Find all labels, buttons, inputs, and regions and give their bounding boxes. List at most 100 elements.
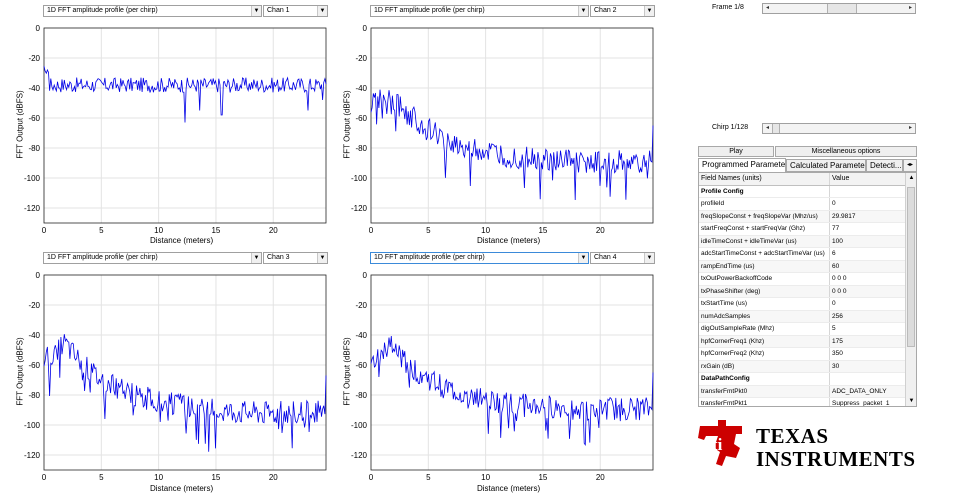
frame-slider[interactable]: ◂ ▸ xyxy=(762,3,916,14)
channel-dropdown-4[interactable]: Chan 4 ▼ xyxy=(590,252,655,264)
chevron-right-icon[interactable]: ▸ xyxy=(908,125,912,131)
field-value-cell: 256 xyxy=(829,310,907,323)
x-tick-label: 20 xyxy=(596,473,605,482)
table-section-row[interactable]: DataPathConfig xyxy=(699,372,907,386)
header-field-names: Field Names (units) xyxy=(699,173,830,186)
fft-trace-line xyxy=(370,89,654,201)
field-name-cell: numAdcSamples xyxy=(699,310,830,323)
ti-chip-icon: ti xyxy=(698,420,742,466)
table-row[interactable]: txStartTime (us) 0 xyxy=(699,297,907,311)
y-tick-label: 0 xyxy=(363,24,368,33)
field-value-cell xyxy=(829,372,907,386)
x-tick-label: 0 xyxy=(42,226,47,235)
field-name-cell: txPhaseShifter (deg) xyxy=(699,285,830,298)
field-name-cell: txStartTime (us) xyxy=(699,297,830,311)
plot-frame xyxy=(43,27,327,224)
table-scrollbar[interactable]: ▲ ▼ xyxy=(905,173,916,406)
field-name-cell: digOutSampleRate (Mhz) xyxy=(699,322,830,336)
y-tick-label: -100 xyxy=(24,421,41,430)
channel-dropdown-1[interactable]: Chan 1 ▼ xyxy=(263,5,328,17)
profile-dropdown-1[interactable]: 1D FFT amplitude profile (per chirp) ▼ xyxy=(43,5,262,17)
profile-dropdown-2[interactable]: 1D FFT amplitude profile (per chirp) ▼ xyxy=(370,5,589,17)
x-tick-label: 20 xyxy=(269,473,278,482)
field-name-cell: idleTimeConst + idleTimeVar (us) xyxy=(699,235,830,248)
field-value-cell: 350 xyxy=(829,347,907,361)
chevron-down-icon: ▼ xyxy=(251,6,261,16)
chevron-right-icon[interactable]: ▸ xyxy=(908,5,912,11)
x-tick-label: 15 xyxy=(211,226,220,235)
y-tick-label: -80 xyxy=(355,144,367,153)
profile-dropdown-1-label: 1D FFT amplitude profile (per chirp) xyxy=(47,7,158,14)
frame-slider-thumb[interactable] xyxy=(827,4,858,13)
table-row[interactable]: hpfCornerFreq2 (Khz) 350 xyxy=(699,347,907,361)
y-tick-label: -60 xyxy=(28,361,40,370)
table-row[interactable]: startFreqConst + startFreqVar (Ghz) 77 xyxy=(699,222,907,236)
table-row[interactable]: transferFmtPkt1 Suppress_packet_1 xyxy=(699,397,907,406)
field-value-cell: Suppress_packet_1 xyxy=(829,397,907,406)
chirp-slider-thumb[interactable] xyxy=(772,124,780,133)
channel-dropdown-3-label: Chan 3 xyxy=(267,254,290,261)
y-tick-label: -40 xyxy=(355,84,367,93)
misc-options-button[interactable]: Miscellaneous options xyxy=(775,146,917,157)
field-value-cell: 29.9817 xyxy=(829,210,907,223)
field-name-cell: startFreqConst + startFreqVar (Ghz) xyxy=(699,222,830,236)
channel-dropdown-3[interactable]: Chan 3 ▼ xyxy=(263,252,328,264)
table-row[interactable]: txPhaseShifter (deg) 0 0 0 xyxy=(699,285,907,298)
table-row[interactable]: transferFmtPkt0 ADC_DATA_ONLY xyxy=(699,385,907,398)
profile-dropdown-4[interactable]: 1D FFT amplitude profile (per chirp) ▼ xyxy=(370,252,589,264)
profile-dropdown-3[interactable]: 1D FFT amplitude profile (per chirp) ▼ xyxy=(43,252,262,264)
table-row[interactable]: rampEndTime (us) 60 xyxy=(699,260,907,273)
field-name-cell: rxGain (dB) xyxy=(699,360,830,373)
channel-dropdown-2[interactable]: Chan 2 ▼ xyxy=(590,5,655,17)
chirp-slider[interactable]: ◂ ▸ xyxy=(762,123,916,134)
chevron-down-icon: ▼ xyxy=(578,6,588,16)
table-row[interactable]: numAdcSamples 256 xyxy=(699,310,907,323)
chevron-left-icon[interactable]: ◂ xyxy=(765,5,769,11)
field-value-cell: ADC_DATA_ONLY xyxy=(829,385,907,398)
table-row[interactable]: profileId 0 xyxy=(699,197,907,211)
x-tick-label: 0 xyxy=(369,473,374,482)
scrollbar-thumb[interactable] xyxy=(907,187,915,347)
field-name-cell: DataPathConfig xyxy=(699,372,830,386)
tab-detection[interactable]: Detecti... xyxy=(866,159,903,172)
y-tick-label: -120 xyxy=(24,204,41,213)
table-row[interactable]: rxGain (dB) 30 xyxy=(699,360,907,373)
table-row[interactable]: digOutSampleRate (Mhz) 5 xyxy=(699,322,907,336)
table-row[interactable]: adcStartTimeConst + adcStartTimeVar (us)… xyxy=(699,247,907,261)
field-value-cell: 100 xyxy=(829,235,907,248)
profile-dropdown-3-label: 1D FFT amplitude profile (per chirp) xyxy=(47,254,158,261)
channel-dropdown-2-label: Chan 2 xyxy=(594,7,617,14)
tab-scroll-arrows[interactable]: ◂▸ xyxy=(903,159,917,172)
chevron-left-icon[interactable]: ◂ xyxy=(765,125,769,131)
texas-instruments-logo: ti TEXAS INSTRUMENTS xyxy=(696,418,926,474)
y-tick-label: -80 xyxy=(355,391,367,400)
scroll-up-icon[interactable]: ▲ xyxy=(908,175,915,181)
x-tick-label: 20 xyxy=(269,226,278,235)
tab-calculated-parameters[interactable]: Calculated Parameters xyxy=(786,159,866,172)
table-section-row[interactable]: Profile Config xyxy=(699,185,907,198)
field-name-cell: hpfCornerFreq2 (Khz) xyxy=(699,347,830,361)
plot-area xyxy=(371,28,653,223)
x-tick-label: 15 xyxy=(538,473,547,482)
scroll-down-icon[interactable]: ▼ xyxy=(908,398,915,404)
table-row[interactable]: hpfCornerFreq1 (Khz) 175 xyxy=(699,335,907,348)
y-tick-label: 0 xyxy=(36,24,41,33)
y-tick-label: -100 xyxy=(24,174,41,183)
y-tick-label: 0 xyxy=(36,271,41,280)
field-value-cell: 0 xyxy=(829,297,907,311)
table-row[interactable]: txOutPowerBackoffCode 0 0 0 xyxy=(699,272,907,286)
table-row[interactable]: idleTimeConst + idleTimeVar (us) 100 xyxy=(699,235,907,248)
play-button[interactable]: Play xyxy=(698,146,774,157)
table-row[interactable]: freqSlopeConst + freqSlopeVar (Mhz/us) 29… xyxy=(699,210,907,223)
x-tick-label: 10 xyxy=(481,473,490,482)
y-tick-label: 0 xyxy=(363,271,368,280)
x-tick-label: 0 xyxy=(42,473,47,482)
field-name-cell: rampEndTime (us) xyxy=(699,260,830,273)
y-tick-label: -40 xyxy=(28,331,40,340)
y-tick-label: -100 xyxy=(351,421,368,430)
table-header: Field Names (units) Value xyxy=(699,173,907,186)
y-tick-label: -60 xyxy=(355,361,367,370)
profile-dropdown-4-label: 1D FFT amplitude profile (per chirp) xyxy=(374,254,485,261)
tab-programmed-parameters[interactable]: Programmed Parameters xyxy=(698,158,786,172)
chevron-down-icon: ▼ xyxy=(578,253,588,263)
